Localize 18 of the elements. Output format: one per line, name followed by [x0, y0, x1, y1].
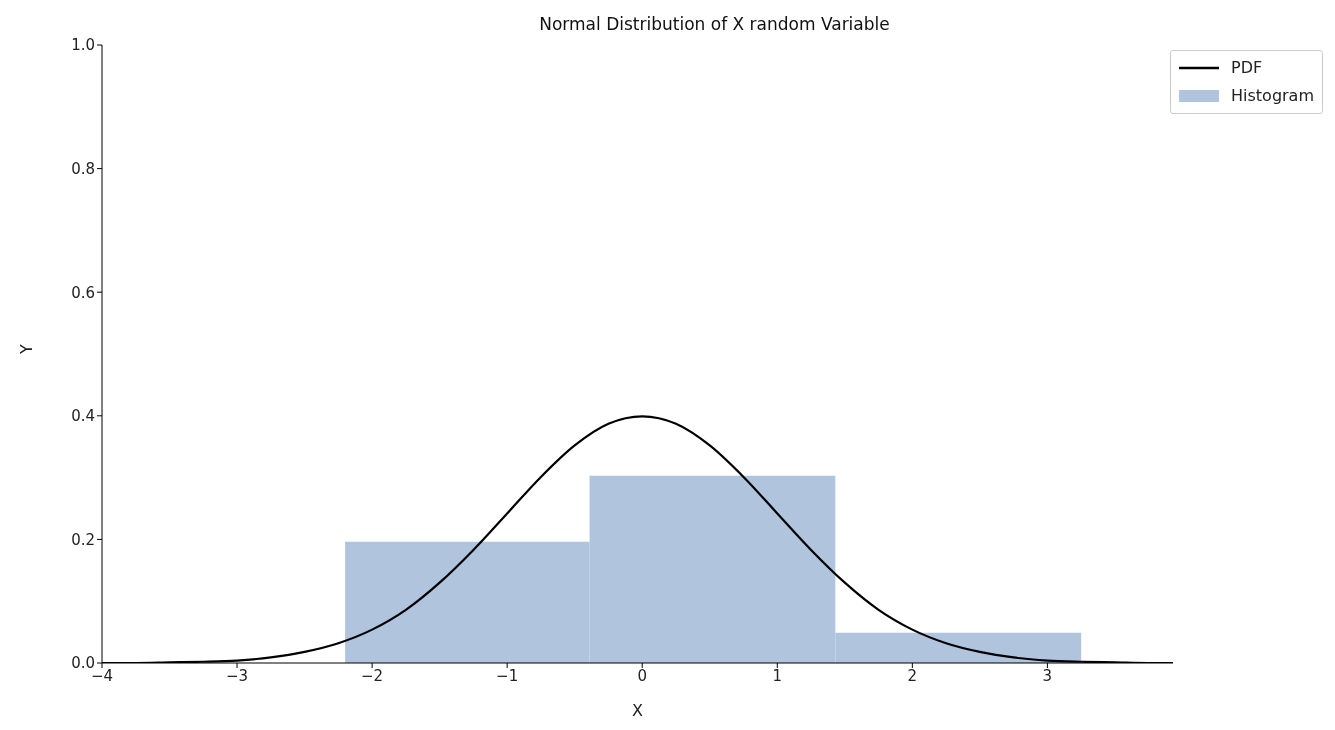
x-tick-label: −2	[361, 666, 384, 685]
y-tick-label: 0.6	[71, 283, 95, 302]
x-tick-label: 3	[1042, 666, 1053, 685]
chart-title: Normal Distribution of X random Variable	[538, 14, 891, 34]
legend-label: Histogram	[1231, 85, 1314, 107]
x-tick-label: −1	[496, 666, 519, 685]
y-tick-label: 0.8	[71, 159, 95, 178]
y-tick-label: 0.4	[71, 407, 95, 426]
legend-label: PDF	[1231, 57, 1263, 79]
y-axis-title: Y	[16, 344, 36, 355]
y-tick-label: 0.2	[71, 530, 95, 549]
x-tick-label: 0	[637, 666, 647, 685]
x-tick-label: −3	[225, 666, 249, 685]
x-axis-title: X	[632, 701, 644, 720]
y-tick-label: 1.0	[71, 36, 95, 55]
y-tick-label: 0.0	[71, 654, 95, 673]
x-tick-label: 2	[907, 666, 918, 685]
x-tick-label: 1	[772, 666, 783, 685]
